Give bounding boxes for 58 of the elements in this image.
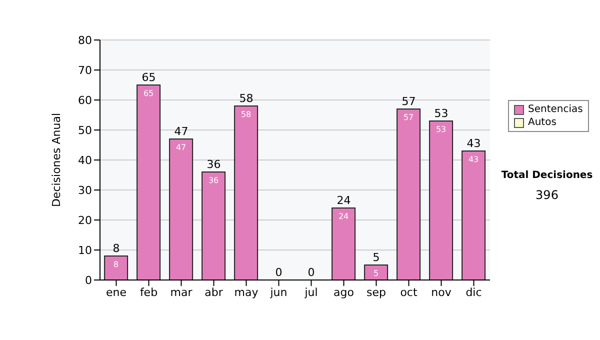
y-tick-label: 10: [78, 244, 92, 257]
legend-label: Autos: [528, 117, 556, 128]
x-tick-label: jun: [269, 286, 288, 299]
x-tick-label: ago: [334, 286, 354, 299]
bar: [429, 120, 454, 280]
total-label: 36: [206, 158, 221, 171]
total-label: 57: [402, 95, 416, 108]
data-label: 65: [143, 89, 154, 98]
total-label: 0: [275, 266, 282, 279]
total-label: 53: [434, 107, 448, 120]
x-tick-label: jul: [304, 286, 318, 299]
y-tick-label: 60: [78, 94, 92, 107]
total-label: 24: [336, 194, 351, 207]
x-tick-label: nov: [431, 286, 452, 299]
x-tick-label: ene: [106, 286, 127, 299]
y-tick-label: 50: [78, 124, 92, 137]
total-label: 58: [239, 92, 254, 105]
x-tick-label: sep: [366, 286, 386, 299]
bar: [396, 108, 421, 280]
x-tick-label: oct: [400, 286, 418, 299]
bar: [169, 138, 194, 280]
x-tick-label: feb: [140, 286, 158, 299]
bar: [332, 208, 356, 280]
y-tick-label: 30: [78, 184, 92, 197]
total-label: 65: [142, 71, 156, 84]
data-label: 47: [176, 143, 186, 152]
bar: [202, 172, 226, 280]
y-tick-label: 20: [78, 214, 92, 227]
total-label: 47: [174, 125, 188, 138]
x-tick-label: may: [234, 286, 259, 299]
y-tick-label: 80: [78, 34, 92, 47]
text: 396: [534, 188, 560, 202]
y-tick-label: 0: [85, 274, 92, 287]
data-label: 8: [114, 260, 119, 269]
data-label: 5: [374, 269, 379, 278]
bar: [136, 84, 161, 280]
data-label: 43: [468, 155, 479, 164]
bar: [104, 256, 128, 280]
y-tick-label: 40: [78, 154, 92, 167]
bar: [462, 150, 486, 280]
legend-label: Sentencias: [528, 104, 583, 115]
data-label: 53: [436, 125, 446, 134]
total-label: 5: [372, 251, 380, 264]
total-label: 0: [308, 266, 315, 279]
total-label: 8: [112, 242, 120, 255]
x-tick-label: dic: [466, 286, 482, 299]
total-label: 43: [466, 137, 481, 150]
data-label: 57: [403, 113, 414, 122]
data-label: 58: [240, 110, 252, 119]
x-tick-label: mar: [170, 286, 193, 299]
y-axis-title: Decisiones Anual: [50, 112, 63, 208]
data-label: 36: [208, 176, 219, 185]
data-label: 24: [338, 212, 349, 221]
y-tick-label: 70: [78, 64, 92, 77]
x-tick-label: abr: [204, 286, 224, 299]
bar: [364, 264, 388, 280]
bar: [234, 106, 258, 280]
text: Total Decisiones: [500, 170, 594, 181]
